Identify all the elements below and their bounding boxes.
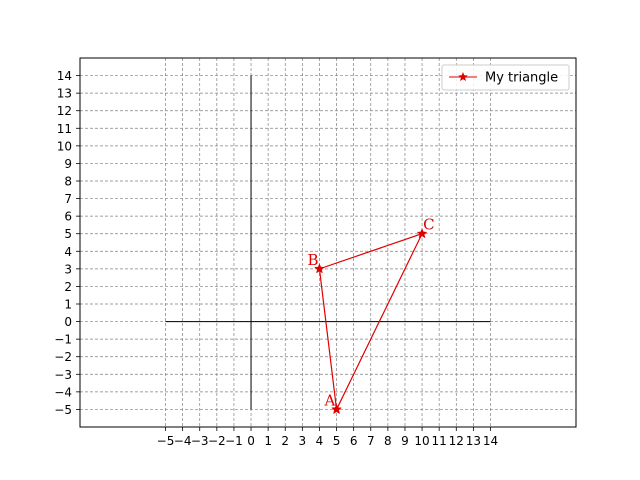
x-tick-label: −4: [174, 434, 192, 448]
x-tick-label: 3: [299, 434, 307, 448]
x-tick-label: 9: [401, 434, 409, 448]
y-tick-label: 13: [57, 87, 72, 101]
x-tick-label: −2: [208, 434, 226, 448]
y-tick-label: 0: [64, 315, 72, 329]
x-tick-label: 6: [350, 434, 358, 448]
y-tick-label: −1: [54, 333, 72, 347]
x-tick-label: −1: [225, 434, 243, 448]
y-tick-label: 2: [64, 280, 72, 294]
star-marker: [314, 263, 325, 274]
plot-frame: [79, 57, 577, 428]
x-tick-label: 4: [316, 434, 324, 448]
x-tick-label: 13: [466, 434, 481, 448]
axes-lines: [165, 75, 491, 410]
point-label: C: [423, 216, 434, 234]
x-tick-label: 8: [384, 434, 392, 448]
y-tick-label: 9: [64, 157, 72, 171]
x-tick-label: 5: [333, 434, 341, 448]
y-tick-label: 1: [64, 298, 72, 312]
legend-label: My triangle: [485, 71, 558, 86]
x-tick-label: 10: [414, 434, 429, 448]
y-tick-label: 8: [64, 175, 72, 189]
legend-box: [441, 64, 570, 91]
legend: My triangle: [441, 64, 570, 91]
y-tick-label: 4: [64, 245, 72, 259]
star-marker: [331, 403, 342, 415]
series: A B C: [307, 216, 435, 415]
y-tick-label: 10: [57, 139, 72, 153]
y-tick-label: −2: [54, 350, 72, 364]
x-tick-label: −3: [191, 434, 209, 448]
x-tick-label: −5: [157, 434, 175, 448]
point-label: A: [324, 391, 336, 409]
x-tick-label: 14: [483, 434, 498, 448]
ticks: −5 −4 −3 −2 −1 0 1 2 3 4 5 6 7 8 9 10 11 12 13 14−5−4−3−2−1…: [54, 69, 498, 448]
y-tick-label: 11: [57, 122, 72, 136]
grid: [80, 58, 576, 427]
triangle-line: [318, 232, 424, 410]
y-tick-label: 12: [57, 104, 72, 118]
y-tick-label: −3: [54, 368, 72, 382]
y-tick-label: −5: [54, 403, 72, 417]
y-tick-label: 6: [64, 210, 72, 224]
x-tick-label: 0: [247, 434, 255, 448]
y-tick-label: 7: [64, 192, 72, 206]
x-tick-label: 11: [432, 434, 447, 448]
x-tick-label: 12: [449, 434, 464, 448]
x-tick-label: 2: [281, 434, 289, 448]
x-tick-label: 1: [264, 434, 272, 448]
y-tick-label: 3: [64, 262, 72, 276]
star-marker: [416, 228, 428, 239]
legend-star-marker: [458, 72, 468, 82]
y-tick-label: 5: [64, 227, 72, 241]
point-label: B: [307, 251, 318, 269]
x-tick-label: 7: [367, 434, 375, 448]
y-tick-label: −4: [54, 385, 72, 399]
y-tick-label: 14: [57, 69, 72, 83]
